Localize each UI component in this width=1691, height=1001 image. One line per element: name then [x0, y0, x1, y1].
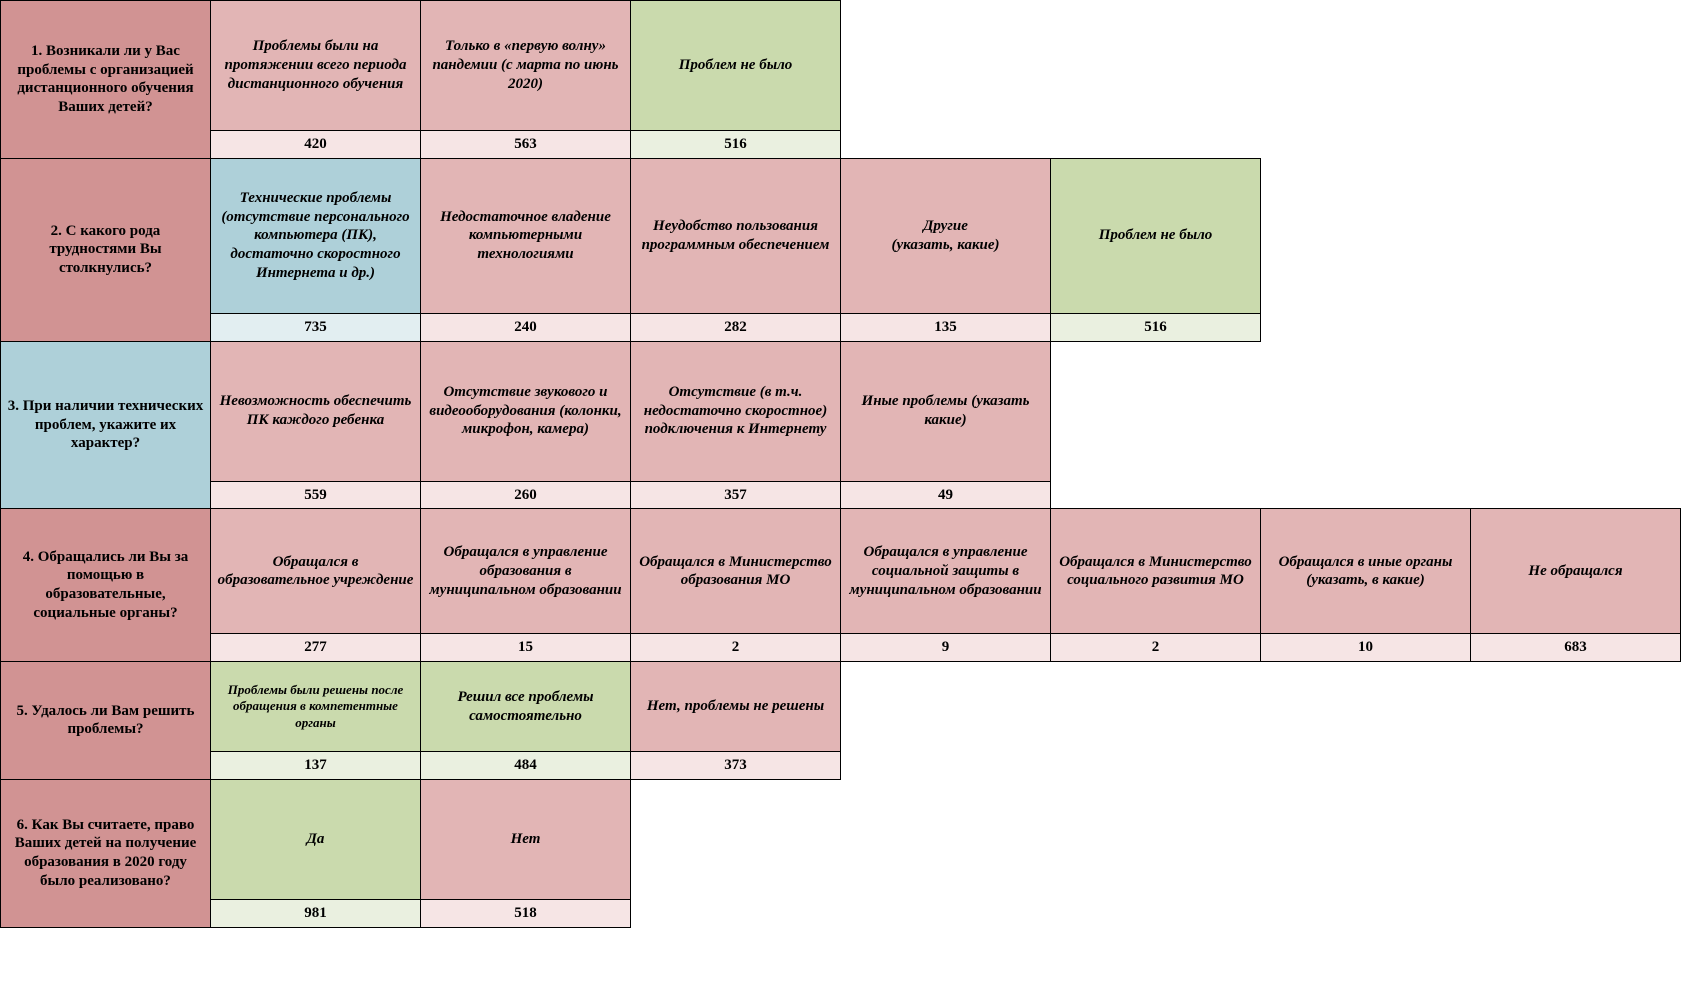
- question-1: 1. Возникали ли у Вас проблемы с организ…: [1, 1, 211, 159]
- q4-value-2: 15: [421, 634, 631, 662]
- q5-option-3: Нет, проблемы не решены: [631, 662, 841, 752]
- question-2: 2. С какого рода трудностями Вы столкнул…: [1, 158, 211, 341]
- q3-value-3: 357: [631, 481, 841, 509]
- q5-value-2: 484: [421, 752, 631, 780]
- q3-option-1: Невозможность обеспечить ПК каждого ребе…: [211, 341, 421, 481]
- q6-option-1: Да: [211, 779, 421, 899]
- q6-value-2: 518: [421, 899, 631, 927]
- q5-value-1: 137: [211, 752, 421, 780]
- empty: [1261, 158, 1681, 341]
- q1-value-2: 563: [421, 131, 631, 159]
- q3-value-2: 260: [421, 481, 631, 509]
- q1-value-3: 516: [631, 131, 841, 159]
- q4-value-3: 2: [631, 634, 841, 662]
- q2-value-5: 516: [1051, 313, 1261, 341]
- q5-option-1: Проблемы были решены после обращения в к…: [211, 662, 421, 752]
- q4-option-7: Не обращался: [1471, 509, 1681, 634]
- q5-option-2: Решил все проблемы самостоятельно: [421, 662, 631, 752]
- q2-option-2: Недостаточное владение компьютерными тех…: [421, 158, 631, 313]
- q2-option-5: Проблем не было: [1051, 158, 1261, 313]
- q4-option-1: Обращался в образовательное учреждение: [211, 509, 421, 634]
- q1-option-3: Проблем не было: [631, 1, 841, 131]
- question-3: 3. При наличии технических проблем, укаж…: [1, 341, 211, 509]
- q6-value-1: 981: [211, 899, 421, 927]
- q3-value-4: 49: [841, 481, 1051, 509]
- q4-option-4: Обращался в управление социальной защиты…: [841, 509, 1051, 634]
- q2-value-3: 282: [631, 313, 841, 341]
- q4-option-6: Обращался в иные органы(указать, в какие…: [1261, 509, 1471, 634]
- q2-option-1: Технические проблемы (отсутствие персона…: [211, 158, 421, 313]
- q3-option-4: Иные проблемы (указать какие): [841, 341, 1051, 481]
- q1-option-1: Проблемы были на протяжении всего период…: [211, 1, 421, 131]
- q4-value-4: 9: [841, 634, 1051, 662]
- question-6: 6. Как Вы считаете, право Ваших детей на…: [1, 779, 211, 927]
- q5-value-3: 373: [631, 752, 841, 780]
- empty: [631, 779, 1681, 927]
- q4-value-6: 10: [1261, 634, 1471, 662]
- q2-value-2: 240: [421, 313, 631, 341]
- q3-value-1: 559: [211, 481, 421, 509]
- q4-option-3: Обращался в Министерство образования МО: [631, 509, 841, 634]
- empty: [841, 1, 1681, 159]
- q4-value-7: 683: [1471, 634, 1681, 662]
- q2-option-3: Неудобство пользования программным обесп…: [631, 158, 841, 313]
- question-4: 4. Обращались ли Вы за помощью в образов…: [1, 509, 211, 662]
- survey-table: 1. Возникали ли у Вас проблемы с организ…: [0, 0, 1681, 928]
- survey-table-container: 1. Возникали ли у Вас проблемы с организ…: [0, 0, 1691, 928]
- q4-option-2: Обращался в управление образования в мун…: [421, 509, 631, 634]
- question-5: 5. Удалось ли Вам решить проблемы?: [1, 662, 211, 780]
- q4-value-1: 277: [211, 634, 421, 662]
- q2-value-4: 135: [841, 313, 1051, 341]
- q4-option-5: Обращался в Министерство социального раз…: [1051, 509, 1261, 634]
- q2-option-4: Другие(указать, какие): [841, 158, 1051, 313]
- q2-value-1: 735: [211, 313, 421, 341]
- empty: [1051, 341, 1681, 509]
- q3-option-2: Отсутствие звукового и видеооборудования…: [421, 341, 631, 481]
- q1-value-1: 420: [211, 131, 421, 159]
- q4-value-5: 2: [1051, 634, 1261, 662]
- q3-option-3: Отсутствие (в т.ч. недостаточно скоростн…: [631, 341, 841, 481]
- q1-option-2: Только в «первую волну» пандемии (с март…: [421, 1, 631, 131]
- q6-option-2: Нет: [421, 779, 631, 899]
- empty: [841, 662, 1681, 780]
